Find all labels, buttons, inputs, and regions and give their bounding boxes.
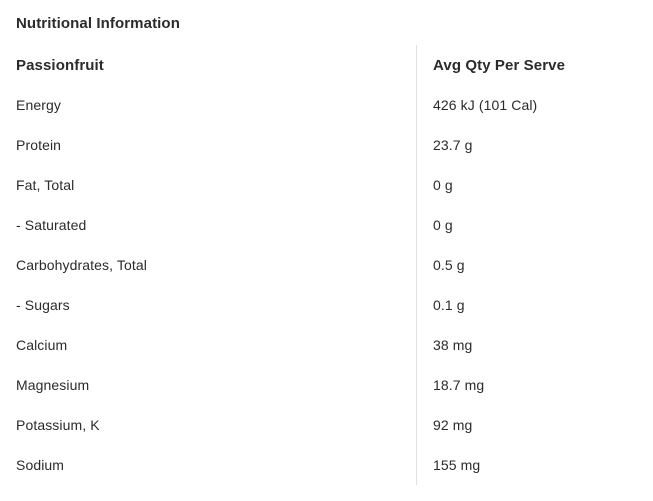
column-header-product: Passionfruit [16,56,104,74]
table-row: - Saturated 0 g [0,205,653,245]
table-row: Carbohydrates, Total 0.5 g [0,245,653,285]
nutrition-table: Passionfruit Avg Qty Per Serve Energy 42… [0,45,653,485]
nutrient-label: Sodium [16,457,65,473]
table-row: Fat, Total 0 g [0,165,653,205]
nutrient-value: 426 kJ (101 Cal) [416,85,653,125]
table-row: Magnesium 18.7 mg [0,365,653,405]
nutrient-label: Calcium [16,337,68,353]
table-row: Sodium 155 mg [0,445,653,485]
column-header-qty-per-serve: Avg Qty Per Serve [416,45,653,85]
nutrient-value: 92 mg [416,405,653,445]
nutrient-value: 155 mg [416,445,653,485]
table-body: Energy 426 kJ (101 Cal) Protein 23.7 g F… [0,85,653,485]
nutrient-value: 0.5 g [416,245,653,285]
nutrient-label: Energy [16,97,61,113]
nutrient-value: 0 g [416,165,653,205]
nutrient-label: Protein [16,137,62,153]
nutrient-label: Magnesium [16,377,90,393]
table-row: - Sugars 0.1 g [0,285,653,325]
table-row: Calcium 38 mg [0,325,653,365]
table-header-row: Passionfruit Avg Qty Per Serve [0,45,653,85]
table-row: Energy 426 kJ (101 Cal) [0,85,653,125]
nutrient-label: - Saturated [16,217,87,233]
nutrient-label: Fat, Total [16,177,75,193]
nutrient-value: 38 mg [416,325,653,365]
nutrient-value: 18.7 mg [416,365,653,405]
table-row: Protein 23.7 g [0,125,653,165]
nutrient-value: 0.1 g [416,285,653,325]
nutrient-value: 23.7 g [416,125,653,165]
nutrient-value: 0 g [416,205,653,245]
nutrient-label: - Sugars [16,297,70,313]
nutrient-label: Carbohydrates, Total [16,257,147,273]
page-title: Nutritional Information [16,15,180,32]
nutrient-label: Potassium, K [16,417,100,433]
table-row: Potassium, K 92 mg [0,405,653,445]
